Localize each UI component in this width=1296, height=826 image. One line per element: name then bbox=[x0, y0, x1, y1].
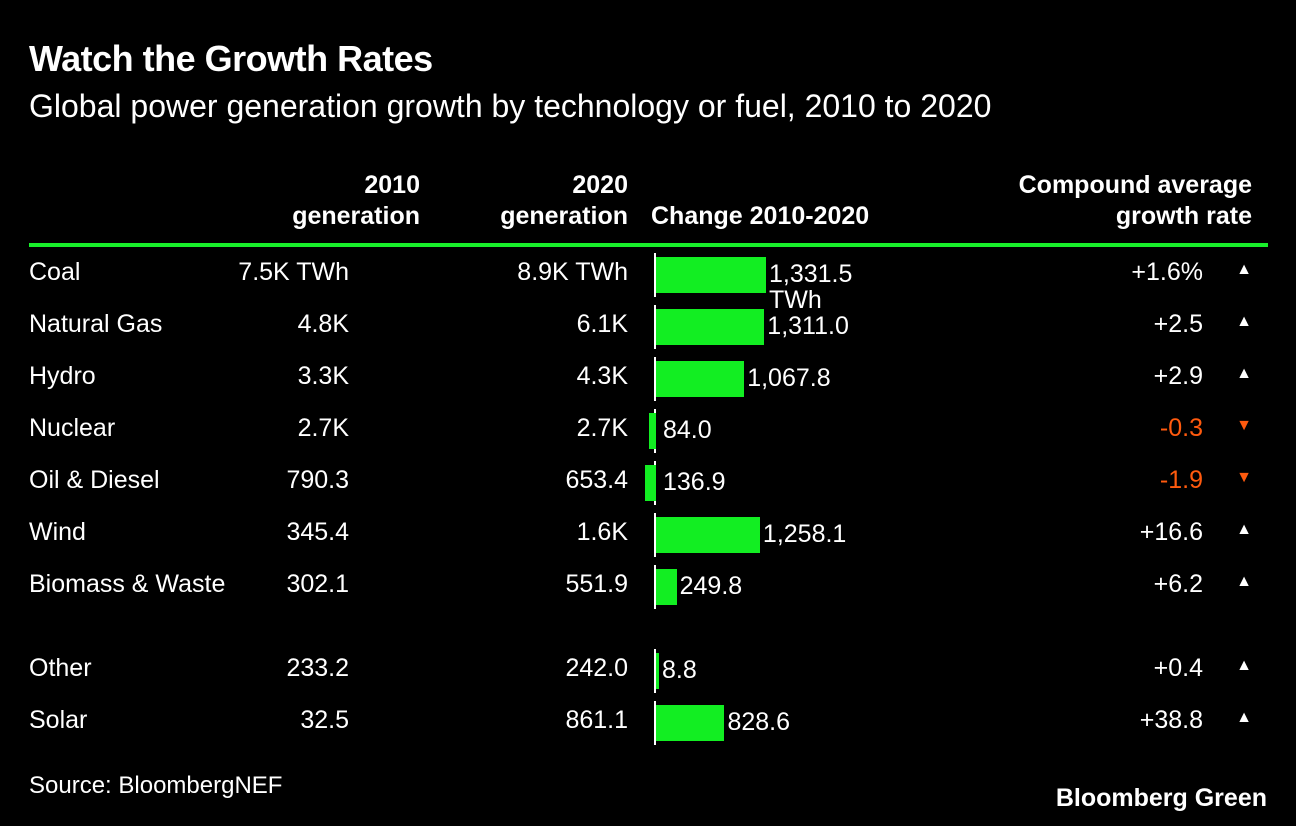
change-bar bbox=[656, 705, 725, 741]
triangle-up-icon: ▲ bbox=[1236, 313, 1252, 330]
value-2020: 653.4 bbox=[565, 466, 628, 494]
value-2020: 551.9 bbox=[565, 570, 628, 598]
value-2020: 242.0 bbox=[565, 654, 628, 682]
row-name: Solar bbox=[29, 706, 88, 734]
cagr-value: +2.9 bbox=[1153, 362, 1203, 390]
change-label: 136.9 bbox=[663, 468, 726, 496]
cagr-value: +2.5 bbox=[1153, 310, 1203, 338]
change-label: 828.6 bbox=[727, 708, 791, 736]
bar-axis bbox=[654, 701, 656, 745]
triangle-down-icon: ▼ bbox=[1236, 417, 1252, 434]
triangle-up-icon: ▲ bbox=[1236, 261, 1252, 278]
value-2010: 302.1 bbox=[286, 570, 349, 598]
value-2010: 3.3K bbox=[297, 362, 349, 390]
chart-subtitle: Global power generation growth by techno… bbox=[29, 88, 992, 124]
header-cagr-line2: growth rate bbox=[1115, 202, 1252, 230]
row-name: Nuclear bbox=[29, 414, 116, 442]
change-bar bbox=[656, 569, 677, 605]
value-2020: 861.1 bbox=[565, 706, 628, 734]
table-row: Nuclear 2.7K 2.7K 84.0 -0.3 ▼ bbox=[0, 409, 1296, 465]
change-bar bbox=[649, 413, 656, 449]
change-label: 8.8 bbox=[662, 656, 697, 684]
value-2020: 6.1K bbox=[576, 310, 628, 338]
header-2020-line1: 2020 bbox=[572, 171, 628, 199]
value-2020: 8.9K TWh bbox=[517, 258, 628, 286]
triangle-up-icon: ▲ bbox=[1236, 573, 1252, 590]
table-row: Solar 32.5 861.1 828.6 +38.8 ▲ bbox=[0, 701, 1296, 757]
header-2020-generation: 2020 generation bbox=[500, 170, 628, 232]
change-label: 249.8 bbox=[679, 572, 743, 600]
table-row: Wind 345.4 1.6K 1,258.1 +16.6 ▲ bbox=[0, 513, 1296, 569]
change-label: 1,067.8 bbox=[747, 364, 831, 392]
cagr-value: -0.3 bbox=[1159, 414, 1203, 442]
header-2010-generation: 2010 generation bbox=[292, 170, 420, 232]
change-bar bbox=[656, 517, 760, 553]
cagr-value: +0.4 bbox=[1153, 654, 1203, 682]
change-bar bbox=[656, 309, 765, 345]
change-label: 84.0 bbox=[663, 416, 712, 444]
table-row: Natural Gas 4.8K 6.1K 1,311.0 +2.5 ▲ bbox=[0, 305, 1296, 361]
value-2020: 4.3K bbox=[576, 362, 628, 390]
bar-axis bbox=[654, 513, 656, 557]
cagr-value: -1.9 bbox=[1159, 466, 1203, 494]
bar-axis bbox=[654, 565, 656, 609]
triangle-up-icon: ▲ bbox=[1236, 709, 1252, 726]
bar-axis bbox=[654, 649, 656, 693]
header-2010-line2: generation bbox=[292, 202, 420, 230]
change-label: 1,311.0 bbox=[767, 312, 849, 340]
table-row: Biomass & Waste 302.1 551.9 249.8 +6.2 ▲ bbox=[0, 565, 1296, 621]
change-bar bbox=[656, 361, 745, 397]
table-row: Oil & Diesel 790.3 653.4 136.9 -1.9 ▼ bbox=[0, 461, 1296, 517]
cagr-value: +16.6 bbox=[1139, 518, 1203, 546]
cagr-value: +6.2 bbox=[1153, 570, 1203, 598]
value-2010: 2.7K bbox=[297, 414, 349, 442]
row-name: Natural Gas bbox=[29, 310, 163, 338]
triangle-up-icon: ▲ bbox=[1236, 365, 1252, 382]
change-label: 1,258.1 bbox=[762, 520, 847, 548]
header-2020-line2: generation bbox=[500, 202, 628, 230]
row-name: Other bbox=[29, 654, 92, 682]
change-bar bbox=[656, 653, 659, 689]
value-2010: 4.8K bbox=[297, 310, 349, 338]
cagr-value: +1.6% bbox=[1131, 258, 1203, 286]
bar-axis bbox=[654, 305, 656, 349]
source-note: Source: BloombergNEF bbox=[29, 772, 283, 799]
row-name: Coal bbox=[29, 258, 81, 286]
header-rule bbox=[29, 243, 1268, 247]
triangle-up-icon: ▲ bbox=[1236, 521, 1252, 538]
chart-title: Watch the Growth Rates bbox=[29, 38, 433, 79]
triangle-up-icon: ▲ bbox=[1236, 657, 1252, 674]
value-2010: 345.4 bbox=[286, 518, 349, 546]
change-bar bbox=[644, 465, 656, 501]
header-2010-line1: 2010 bbox=[364, 171, 420, 199]
brand-logo: Bloomberg Green bbox=[1055, 784, 1267, 812]
value-2010: 7.5K TWh bbox=[238, 258, 349, 286]
row-name: Biomass & Waste bbox=[29, 570, 226, 598]
header-cagr: Compound average growth rate bbox=[1019, 170, 1252, 232]
table-row: Hydro 3.3K 4.3K 1,067.8 +2.9 ▲ bbox=[0, 357, 1296, 413]
value-2010: 32.5 bbox=[300, 706, 349, 734]
cagr-value: +38.8 bbox=[1139, 706, 1203, 734]
triangle-down-icon: ▼ bbox=[1236, 469, 1252, 486]
bar-axis bbox=[654, 253, 656, 297]
value-2020: 1.6K bbox=[576, 518, 628, 546]
value-2010: 790.3 bbox=[286, 466, 349, 494]
table-row: Coal 7.5K TWh 8.9K TWh 1,331.5 TWh +1.6% ▲ bbox=[0, 253, 1296, 313]
value-2020: 2.7K bbox=[576, 414, 628, 442]
value-2010: 233.2 bbox=[286, 654, 349, 682]
change-bar bbox=[656, 257, 766, 293]
table-row: Other 233.2 242.0 8.8 +0.4 ▲ bbox=[0, 649, 1296, 705]
header-change: Change 2010-2020 bbox=[651, 202, 870, 230]
change-label: 1,331.5 TWh bbox=[769, 260, 853, 314]
row-name: Hydro bbox=[29, 362, 96, 390]
row-name: Oil & Diesel bbox=[29, 466, 160, 494]
row-name: Wind bbox=[29, 518, 86, 546]
header-cagr-line1: Compound average bbox=[1018, 171, 1252, 199]
bar-axis bbox=[654, 357, 656, 401]
